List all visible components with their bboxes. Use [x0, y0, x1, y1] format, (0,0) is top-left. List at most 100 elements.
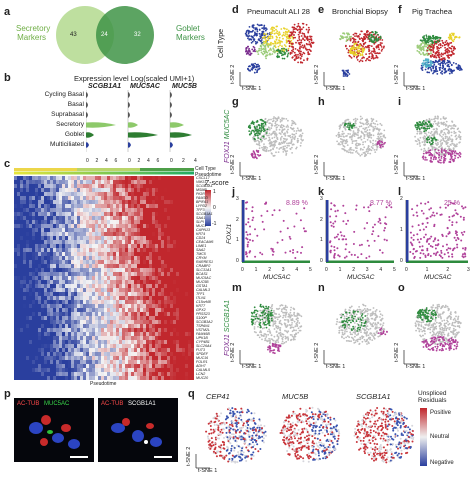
violin-tick: 0: [128, 158, 131, 164]
tsne-point: [447, 68, 450, 71]
heatmap-cell: [47, 316, 51, 321]
heatmap-cell: [113, 288, 117, 293]
tsne-point: [420, 68, 423, 70]
heatmap-cell: [125, 236, 129, 241]
heatmap-cell: [131, 252, 135, 257]
heatmap-cell: [182, 228, 186, 233]
heatmap-cell: [80, 312, 84, 317]
tsne-point: [281, 41, 283, 43]
heatmap-cell: [191, 324, 194, 329]
heatmap-cell: [182, 368, 186, 373]
heatmap-cell: [116, 272, 120, 277]
heatmap-cell: [14, 212, 18, 217]
heatmap-cell: [137, 340, 141, 345]
tsne-point: [448, 72, 451, 75]
heatmap-cell: [59, 188, 63, 193]
heatmap-cell: [146, 308, 150, 313]
tsne-point: [451, 72, 453, 74]
tsne-point: [435, 56, 438, 59]
tsne-point: [416, 44, 419, 47]
heatmap-cell: [191, 368, 194, 373]
zscore-colorbar: [205, 190, 211, 226]
celltype-bar-cell: [149, 168, 153, 171]
heatmap-cell: [92, 180, 96, 185]
heatmap-cell: [125, 272, 129, 277]
heatmap-cell: [182, 352, 186, 357]
tsne-point: [299, 31, 301, 34]
heatmap-cell: [161, 320, 165, 325]
heatmap-cell: [65, 236, 69, 241]
heatmap-cell: [35, 324, 39, 329]
panel-label-g: g: [232, 96, 239, 108]
heatmap-cell: [104, 304, 108, 309]
heatmap-cell: [116, 316, 120, 321]
heatmap-cell: [101, 240, 105, 245]
tsne-point: [254, 68, 257, 71]
heatmap-cell: [74, 240, 78, 245]
heatmap-cell: [110, 248, 114, 253]
heatmap-cell: [32, 356, 36, 361]
heatmap-cell: [86, 196, 90, 201]
tsne-point: [251, 40, 254, 43]
heatmap-cell: [125, 176, 129, 181]
heatmap-cell: [86, 176, 90, 181]
heatmap-cell: [77, 180, 81, 185]
tsne-point: [345, 40, 348, 42]
heatmap-cell: [134, 296, 138, 301]
heatmap-cell: [95, 324, 99, 329]
heatmap-cell: [65, 324, 69, 329]
heatmap-cell: [74, 324, 78, 329]
heatmap-cell: [104, 244, 108, 249]
heatmap-cell: [65, 296, 69, 301]
tsne-point: [451, 52, 454, 54]
heatmap-cell: [14, 184, 18, 189]
heatmap-cell: [161, 192, 165, 197]
heatmap-cell: [107, 312, 111, 317]
heatmap-cell: [80, 236, 84, 241]
tsne-point: [377, 34, 380, 36]
tsne-point: [343, 32, 345, 34]
heatmap-cell: [104, 252, 108, 257]
heatmap-cell: [119, 264, 123, 269]
heatmap-cell: [41, 312, 45, 317]
heatmap-cell: [164, 176, 168, 181]
heatmap-cell: [146, 296, 150, 301]
heatmap-cell: [155, 284, 159, 289]
heatmap-cell: [26, 236, 30, 241]
heatmap-cell: [179, 336, 183, 341]
heatmap-cell: [59, 204, 63, 209]
heatmap-gene-label: BPIFA1: [196, 200, 209, 204]
tsne-point: [420, 47, 423, 49]
heatmap-cell: [62, 224, 66, 229]
heatmap-cell: [170, 228, 174, 233]
heatmap-cell: [74, 220, 78, 225]
heatmap-cell: [32, 228, 36, 233]
heatmap-cell: [74, 340, 78, 345]
heatmap-cell: [98, 248, 102, 253]
heatmap-cell: [101, 344, 105, 349]
heatmap-cell: [131, 196, 135, 201]
tsne-point: [431, 35, 434, 38]
tsne-point: [278, 31, 281, 34]
panel-label-m: m: [232, 282, 242, 294]
pseudotime-bar-cell: [74, 171, 78, 175]
tsne-point: [254, 66, 256, 68]
heatmap-cell: [44, 376, 48, 380]
heatmap-cell: [68, 196, 72, 201]
heatmap-cell: [56, 300, 60, 305]
heatmap-cell: [179, 280, 183, 285]
heatmap-cell: [53, 280, 57, 285]
heatmap-cell: [149, 288, 153, 293]
heatmap-cell: [164, 304, 168, 309]
heatmap-cell: [149, 184, 153, 189]
heatmap-cell: [113, 336, 117, 341]
heatmap-cell: [107, 184, 111, 189]
tsne-point: [437, 56, 440, 58]
heatmap-cell: [170, 184, 174, 189]
tsne-point: [257, 49, 260, 52]
tsne-point: [439, 62, 441, 65]
tsne-point: [294, 36, 296, 39]
heatmap-cell: [59, 268, 63, 273]
heatmap-cell: [95, 296, 99, 301]
heatmap-cell: [83, 260, 87, 265]
